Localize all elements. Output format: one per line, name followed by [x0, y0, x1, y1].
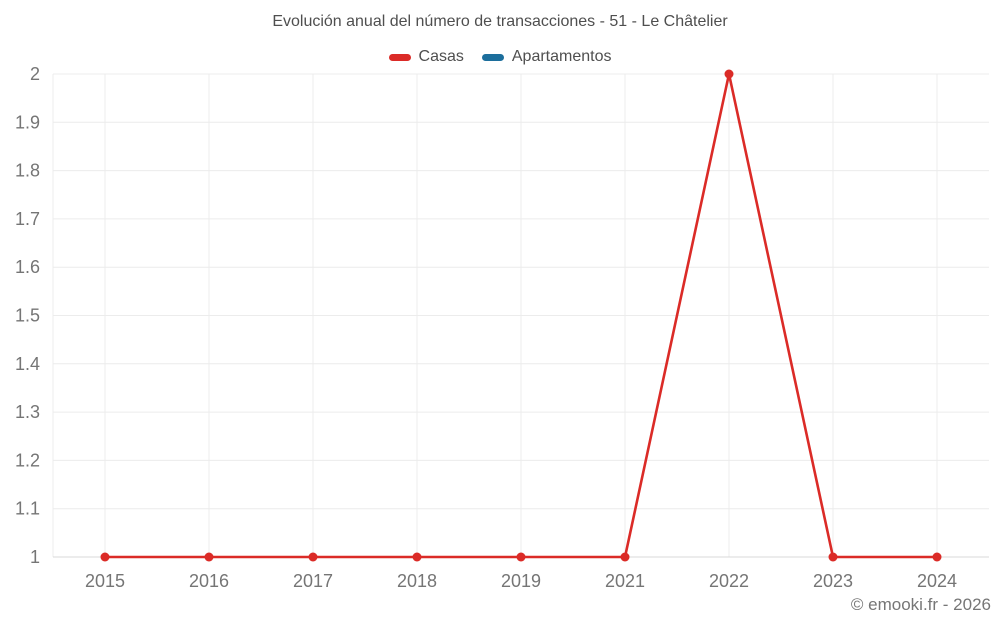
casas-point-2021[interactable] [620, 552, 630, 562]
y-tick-label: 1.7 [15, 209, 40, 229]
y-tick-label: 1.8 [15, 161, 40, 181]
y-tick-label: 1.3 [15, 402, 40, 422]
casas-point-2019[interactable] [516, 552, 526, 562]
x-tick-label-2023: 2023 [813, 571, 853, 591]
y-tick-label: 2 [30, 64, 40, 84]
casas-point-2024[interactable] [932, 552, 942, 562]
x-tick-label-2017: 2017 [293, 571, 333, 591]
casas-point-2016[interactable] [204, 552, 214, 562]
x-tick-label-2015: 2015 [85, 571, 125, 591]
y-tick-label: 1 [30, 547, 40, 567]
copyright-credit: © emooki.fr - 2026 [850, 595, 991, 614]
x-tick-label-2016: 2016 [189, 571, 229, 591]
casas-point-2022[interactable] [724, 69, 734, 79]
legend: Casas Apartamentos [0, 48, 1000, 66]
legend-swatch-icon [481, 53, 504, 61]
x-tick-label-2018: 2018 [397, 571, 437, 591]
casas-point-2015[interactable] [100, 552, 110, 562]
x-tick-label-2021: 2021 [605, 571, 645, 591]
y-tick-label: 1.6 [15, 257, 40, 277]
x-tick-label-2019: 2019 [501, 571, 541, 591]
x-tick-label-2024: 2024 [917, 571, 957, 591]
casas-point-2018[interactable] [412, 552, 422, 562]
x-tick-label-2022: 2022 [709, 571, 749, 591]
y-tick-label: 1.5 [15, 306, 40, 326]
y-tick-label: 1.2 [15, 450, 40, 470]
chart-title: Evolución anual del número de transaccio… [272, 13, 728, 30]
legend-item-casas[interactable]: Casas [388, 48, 464, 66]
legend-item-apartamentos[interactable]: Apartamentos [481, 48, 612, 66]
casas-point-2023[interactable] [828, 552, 838, 562]
legend-swatch-icon [388, 53, 411, 61]
y-tick-label: 1.1 [15, 499, 40, 519]
legend-label: Apartamentos [511, 48, 612, 65]
legend-label: Casas [418, 48, 464, 65]
casas-point-2017[interactable] [308, 552, 318, 562]
y-tick-label: 1.9 [15, 112, 40, 132]
y-tick-label: 1.4 [15, 354, 40, 374]
